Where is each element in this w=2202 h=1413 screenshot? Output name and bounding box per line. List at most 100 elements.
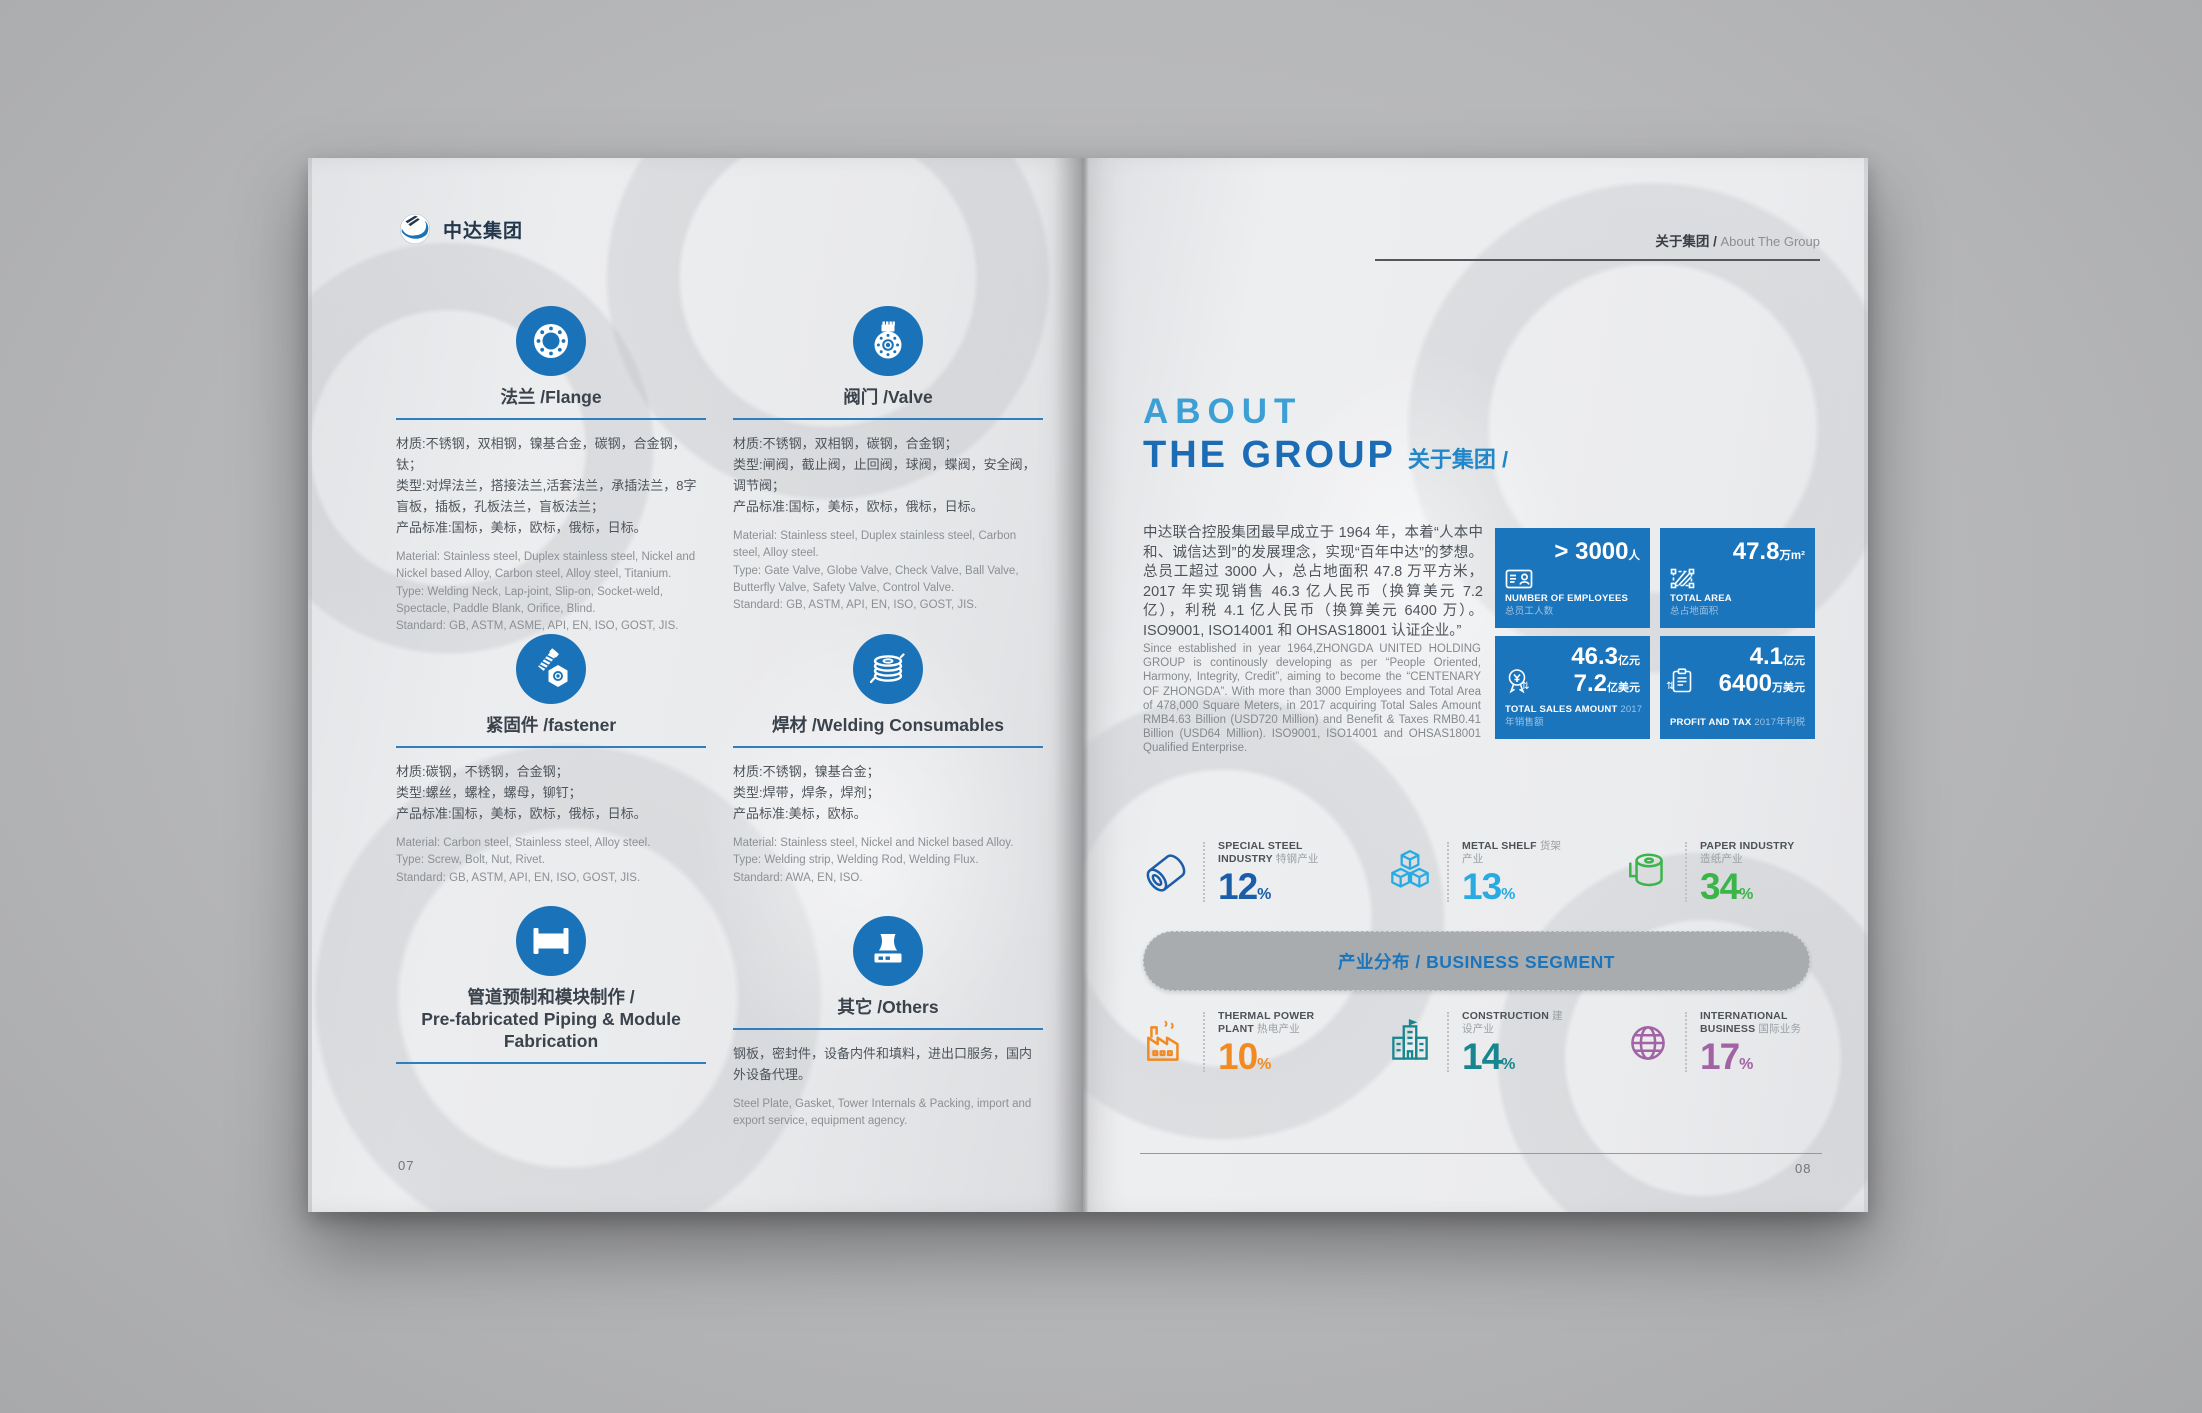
- stat-value-2: 7.2: [1573, 669, 1607, 697]
- segment-metal-shelf: METAL SHELF 货架产业 13%: [1383, 840, 1570, 905]
- piping-module-icon: [533, 928, 569, 954]
- section-divider: [733, 417, 1043, 420]
- welding-coil-icon: [869, 653, 905, 684]
- segment-label-en: THERMAL POWER PLANT: [1218, 1010, 1315, 1036]
- running-header-en: About The Group: [1716, 234, 1821, 249]
- stat-unit-2: 亿美元: [1607, 681, 1640, 694]
- footer-divider: [1140, 1153, 1822, 1154]
- stat-label-zh: 2017年利税: [1754, 717, 1806, 729]
- category-prefabricated-piping: 管道预制和模块制作 / Pre-fabricated Piping & Modu…: [396, 906, 706, 1064]
- stat-value-2: 6400: [1718, 669, 1772, 697]
- segment-label-en: CONSTRUCTION: [1462, 1010, 1549, 1022]
- segment-percent: 17: [1700, 1036, 1740, 1078]
- category-flange: 法兰 /Flange 材质:不锈钢，双相钢，镍基合金，碳钢，合金钢，钛； 类型:…: [396, 306, 706, 635]
- profit-report-icon: [1672, 668, 1692, 693]
- category-title: 管道预制和模块制作 / Pre-fabricated Piping & Modu…: [421, 987, 681, 1051]
- segment-construction: CONSTRUCTION 建设产业 14%: [1383, 1010, 1570, 1075]
- banner-label: 产业分布 / BUSINESS SEGMENT: [1338, 951, 1615, 972]
- stat-unit: 万m²: [1779, 550, 1805, 562]
- category-text-en: Material: Stainless steel, Duplex stainl…: [733, 530, 1019, 612]
- employee-card-icon: [1505, 569, 1533, 589]
- stat-total-sales: 46.3亿元 ⇅ 7.2亿美元 TOTAL SALES AMOUNT 2017年销…: [1495, 636, 1650, 739]
- section-divider: [733, 1027, 1043, 1030]
- segment-percent: 10: [1218, 1036, 1258, 1078]
- category-valve: 阀门 /Valve 材质:不锈钢，双相钢，碳钢，合金钢； 类型:闸阀，截止阀，止…: [733, 306, 1043, 614]
- section-divider: [396, 745, 706, 748]
- stat-profit-tax: 4.1亿元 ⇅ 6400万美元 PROFIT AND TAX 2017年利税: [1660, 636, 1815, 739]
- category-text-zh: 材质:不锈钢，镍基合金； 类型:焊带，焊条，焊剂； 产品标准:美标，欧标。: [733, 763, 880, 821]
- percent-sign: %: [1257, 1056, 1272, 1074]
- open-brochure: 中达集团 法兰 /Flange: [308, 158, 1868, 1212]
- stat-value: > 3000: [1554, 538, 1629, 565]
- paper-roll-icon: [1629, 853, 1663, 887]
- dotted-divider: [1447, 1012, 1449, 1072]
- category-others: 其它 /Others 钢板，密封件，设备内件和填料，进出口服务，国内外设备代理。…: [733, 916, 1043, 1130]
- cooling-tower-icon: [874, 934, 902, 963]
- stat-label-zh: 2017年销售额: [1505, 704, 1643, 729]
- cubes-icon: [1391, 850, 1429, 888]
- section-divider: [396, 1061, 706, 1064]
- segment-label-zh: 特钢产业: [1275, 853, 1319, 866]
- flange-icon: [534, 324, 568, 358]
- segment-international: INTERNATIONAL BUSINESS 国际业务 17%: [1621, 1010, 1808, 1075]
- stat-label-en: NUMBER OF EMPLOYEES: [1505, 593, 1629, 605]
- stat-label-en: PROFIT AND TAX: [1670, 717, 1752, 729]
- section-divider: [733, 745, 1043, 748]
- category-title: 法兰 /Flange: [500, 387, 602, 407]
- running-header-zh: 关于集团 /: [1655, 234, 1717, 249]
- stat-unit-2: 万美元: [1772, 681, 1805, 694]
- globe-icon: [1631, 1026, 1665, 1060]
- business-segment-banner: 产业分布 / BUSINESS SEGMENT: [1143, 931, 1810, 991]
- logo-icon: [399, 213, 431, 245]
- category-text-en: Material: Stainless steel, Nickel and Ni…: [733, 837, 1014, 884]
- category-text-zh: 材质:不锈钢，双相钢，碳钢，合金钢； 类型:闸阀，截止阀，止回阀，球阀，蝶阀，安…: [733, 435, 1036, 515]
- stat-label-zh: 总员工人数: [1505, 606, 1554, 618]
- page-title-suffix: 关于集团 /: [1407, 447, 1509, 472]
- stat-label-en: TOTAL AREA: [1670, 593, 1732, 605]
- stat-label-en: TOTAL SALES AMOUNT: [1505, 704, 1618, 716]
- segment-label-zh: 建设产业: [1462, 1010, 1563, 1036]
- currency-swap-icon: ⇅: [1521, 680, 1530, 692]
- segment-percent: 13: [1462, 866, 1502, 908]
- stat-label-zh: 总占地面积: [1670, 606, 1719, 618]
- intro-paragraph-zh: 中达联合控股集团最早成立于 1964 年，本着“人本中和、诚信达到”的发展理念，…: [1143, 525, 1483, 639]
- category-text-zh: 材质:碳钢，不锈钢，合金钢； 类型:螺丝，螺栓，螺母，铆钉； 产品标准:国标，美…: [396, 763, 647, 821]
- area-icon: [1670, 568, 1695, 589]
- running-header: 关于集团 / About The Group: [1375, 230, 1820, 261]
- category-title: 焊材 /Welding Consumables: [771, 715, 1005, 735]
- page-title: ABOUT THE GROUP 关于集团 /: [1143, 394, 1508, 474]
- segment-label-en: INTERNATIONAL BUSINESS: [1700, 1010, 1788, 1036]
- percent-sign: %: [1501, 886, 1516, 904]
- segment-paper-industry: PAPER INDUSTRY 造纸产业 34%: [1621, 840, 1808, 905]
- segment-special-steel: SPECIAL STEEL INDUSTRY 特钢产业 12%: [1139, 840, 1326, 905]
- category-text-zh: 钢板，密封件，设备内件和填料，进出口服务，国内外设备代理。: [733, 1045, 1033, 1082]
- dotted-divider: [1685, 842, 1687, 902]
- logo-text: 中达集团: [443, 220, 524, 242]
- stat-value: 47.8: [1732, 538, 1780, 565]
- percent-sign: %: [1739, 886, 1754, 904]
- currency-swap-icon: ⇅: [1666, 680, 1675, 692]
- segment-thermal-power: THERMAL POWER PLANT 热电产业 10%: [1139, 1010, 1326, 1075]
- dotted-divider: [1685, 1012, 1687, 1072]
- page-number-right: 08: [1795, 1161, 1812, 1176]
- brand-logo: 中达集团: [396, 210, 523, 248]
- stat-unit: 亿元: [1783, 655, 1805, 667]
- category-text-en: Material: Stainless steel, Duplex stainl…: [396, 551, 696, 633]
- percent-sign: %: [1501, 1056, 1516, 1074]
- category-title: 阀门 /Valve: [843, 387, 933, 407]
- segment-percent: 34: [1700, 866, 1740, 908]
- category-fastener: 紧固件 /fastener 材质:碳钢，不锈钢，合金钢； 类型:螺丝，螺栓，螺母…: [396, 634, 706, 887]
- stat-unit: 人: [1628, 550, 1641, 562]
- stat-value: 4.1: [1749, 643, 1783, 670]
- page-title-line2: THE GROUP: [1143, 434, 1396, 476]
- segment-label-zh: 热电产业: [1257, 1023, 1300, 1036]
- factory-icon: [1147, 1020, 1179, 1061]
- stat-total-area: 47.8万m² TOTAL AREA 总占地面积: [1660, 528, 1815, 628]
- stat-unit: 亿元: [1618, 655, 1640, 667]
- category-title: 其它 /Others: [837, 997, 939, 1017]
- segment-label-en: PAPER INDUSTRY: [1700, 840, 1795, 852]
- left-page: 中达集团 法兰 /Flange: [308, 158, 1083, 1212]
- dotted-divider: [1447, 842, 1449, 902]
- segment-percent: 14: [1462, 1036, 1502, 1078]
